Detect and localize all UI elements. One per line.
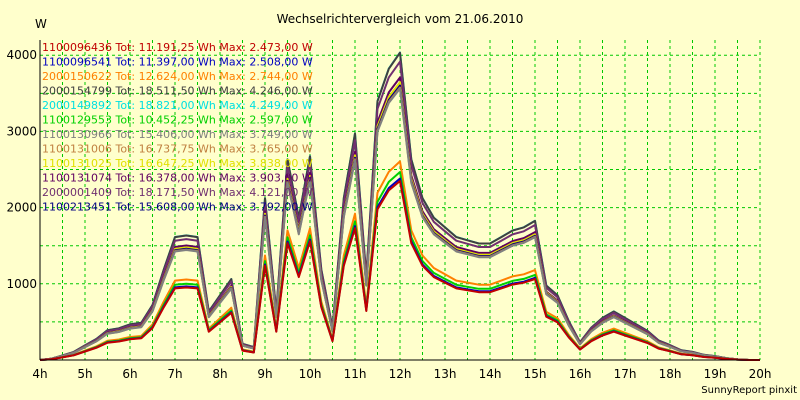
legend-entry-1100213451: 1100213451 Tot: 15.608,00 Wh Max: 3.792,…	[42, 201, 313, 214]
legend-entry-2000001409: 2000001409 Tot: 18.171,50 Wh Max: 4.121,…	[42, 186, 313, 199]
series-line-2000150622	[39, 160, 760, 361]
series-line-2000001409	[39, 60, 760, 361]
legend-entry-1100131074: 1100131074 Tot: 16.378,00 Wh Max: 3.903,…	[42, 172, 313, 185]
legend-entry-1100096436: 1100096436 Tot: 11.191,25 Wh Max: 2.473,…	[42, 41, 313, 54]
y-tick-label: 2000	[6, 201, 37, 215]
x-tick-label: 5h	[77, 367, 92, 381]
y-tick-label: 4000	[6, 48, 37, 62]
legend-entry-1100096541: 1100096541 Tot: 11.397,00 Wh Max: 2.508,…	[42, 56, 313, 69]
x-tick-label: 20h	[749, 367, 772, 381]
legend-entry-1100131025: 1100131025 Tot: 16.647,25 Wh Max: 3.838,…	[42, 157, 313, 170]
x-tick-label: 9h	[257, 367, 272, 381]
x-tick-label: 15h	[524, 367, 547, 381]
x-tick-label: 7h	[167, 367, 182, 381]
series-lines	[39, 51, 760, 361]
legend: 1100096436 Tot: 11.191,25 Wh Max: 2.473,…	[42, 41, 313, 214]
x-tick-label: 16h	[569, 367, 592, 381]
y-tick-label: 1000	[6, 277, 37, 291]
x-tick-label: 18h	[659, 367, 682, 381]
y-tick-labels: 1000 2000 3000 4000	[6, 48, 37, 291]
legend-entry-2000150622: 2000150622 Tot: 12.624,00 Wh Max: 2.744,…	[42, 70, 313, 83]
x-tick-label: 10h	[299, 367, 322, 381]
series-line-1100130966	[39, 87, 760, 361]
grid	[40, 40, 761, 360]
x-tick-label: 4h	[32, 367, 47, 381]
y-tick-label: 3000	[6, 124, 37, 138]
legend-entry-2000154799: 2000154799 Tot: 18.511,50 Wh Max: 4.246,…	[42, 85, 313, 98]
x-tick-label: 8h	[212, 367, 227, 381]
legend-entry-1100130966: 1100130966 Tot: 15.406,00 Wh Max: 3.749,…	[42, 128, 313, 141]
series-line-1100096436	[39, 180, 760, 361]
x-tick-label: 11h	[344, 367, 367, 381]
x-tick-label: 17h	[614, 367, 637, 381]
legend-entry-2000149892: 2000149892 Tot: 18.821,00 Wh Max: 4.249,…	[42, 99, 313, 112]
axes	[39, 40, 760, 361]
footer-credit: SunnyReport pinxit	[701, 385, 797, 396]
x-tick-label: 19h	[704, 367, 727, 381]
x-tick-label: 12h	[389, 367, 412, 381]
x-tick-label: 13h	[434, 367, 457, 381]
x-tick-label: 14h	[479, 367, 502, 381]
chart-title: Wechselrichtervergleich vom 21.06.2010	[277, 12, 524, 26]
x-tick-labels: 4h 5h 6h 7h 8h 9h 10h 11h 12h 13h 14h 15h 16h 17h 18h 1…	[32, 367, 771, 381]
y-axis-unit: W	[35, 17, 47, 31]
x-tick-label: 6h	[122, 367, 137, 381]
legend-entry-1100129553: 1100129553 Tot: 10.452,25 Wh Max: 2.597,…	[42, 114, 313, 127]
legend-entry-1100131006: 1100131006 Tot: 16.737,75 Wh Max: 3.765,…	[42, 143, 313, 156]
